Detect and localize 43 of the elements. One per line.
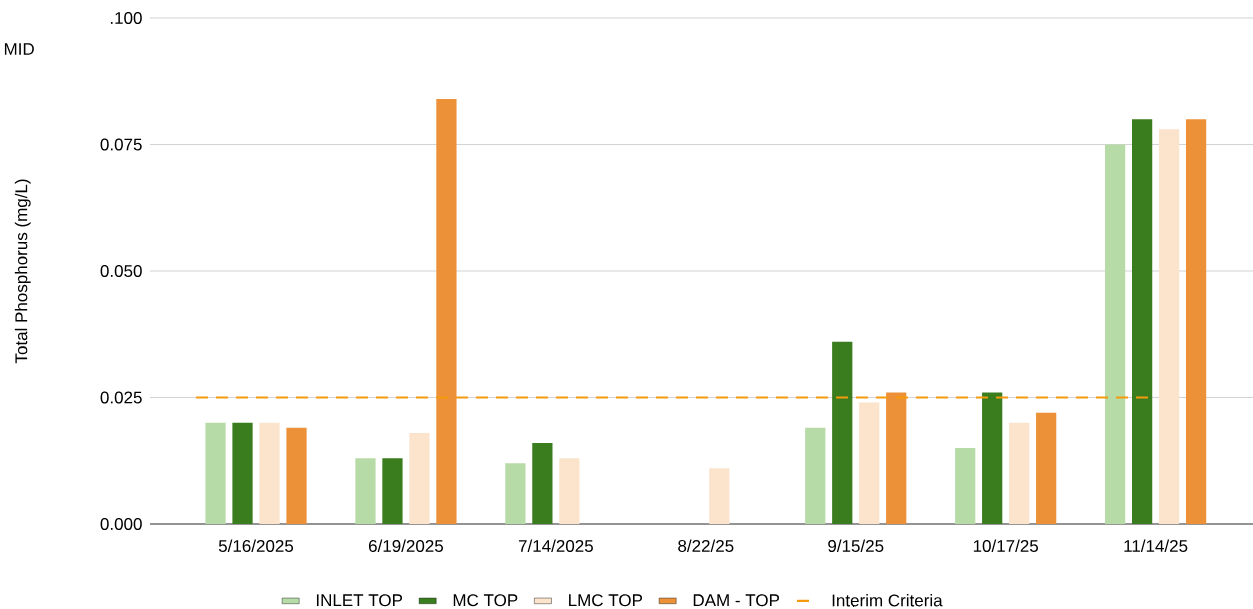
legend-label: DAM - TOP [693, 594, 780, 607]
x-tick-label: 9/15/25 [828, 539, 884, 553]
bar [886, 392, 907, 524]
y-tick-label: 0.025 [100, 391, 142, 404]
x-tick-label: 8/22/25 [678, 539, 734, 553]
x-tick-label: 6/19/2025 [368, 539, 444, 553]
bar [982, 392, 1003, 524]
bar [709, 468, 730, 524]
y-tick-label: 0.050 [100, 264, 142, 278]
x-tick-label: 10/17/25 [973, 539, 1039, 553]
bar [1185, 119, 1207, 524]
legend-label: INLET TOP [316, 594, 403, 607]
bar [232, 422, 253, 524]
legend-label: MC TOP [453, 594, 518, 607]
bar [382, 458, 403, 524]
bar [532, 443, 553, 524]
bar [355, 458, 376, 524]
y-axis-title: Total Phosphorus (mg/L) [14, 179, 31, 364]
bar [859, 402, 880, 524]
legend-label: Interim Criteria [832, 593, 943, 607]
x-tick-label: 7/14/2025 [518, 539, 593, 553]
bar [1105, 144, 1126, 524]
y-tick-label: 0.075 [100, 138, 142, 151]
bar [505, 463, 526, 524]
legend-label: LMC TOP [569, 594, 643, 607]
bar [559, 458, 580, 524]
y-tick-label: 0.000 [100, 517, 142, 531]
bar [436, 98, 457, 524]
bar [409, 432, 430, 524]
bar [832, 341, 853, 524]
bar [286, 427, 307, 524]
bar [1131, 119, 1153, 524]
bar [805, 427, 826, 524]
bar [955, 448, 976, 524]
bar [1009, 422, 1030, 524]
text: MID [4, 43, 34, 55]
bar [1158, 129, 1180, 524]
bar [205, 422, 226, 524]
bar [259, 422, 280, 524]
bar [1036, 412, 1057, 524]
y-tick-label: .100 [110, 11, 142, 25]
x-tick-label: 5/16/2025 [218, 539, 294, 553]
x-tick-label: 11/14/25 [1124, 539, 1188, 553]
